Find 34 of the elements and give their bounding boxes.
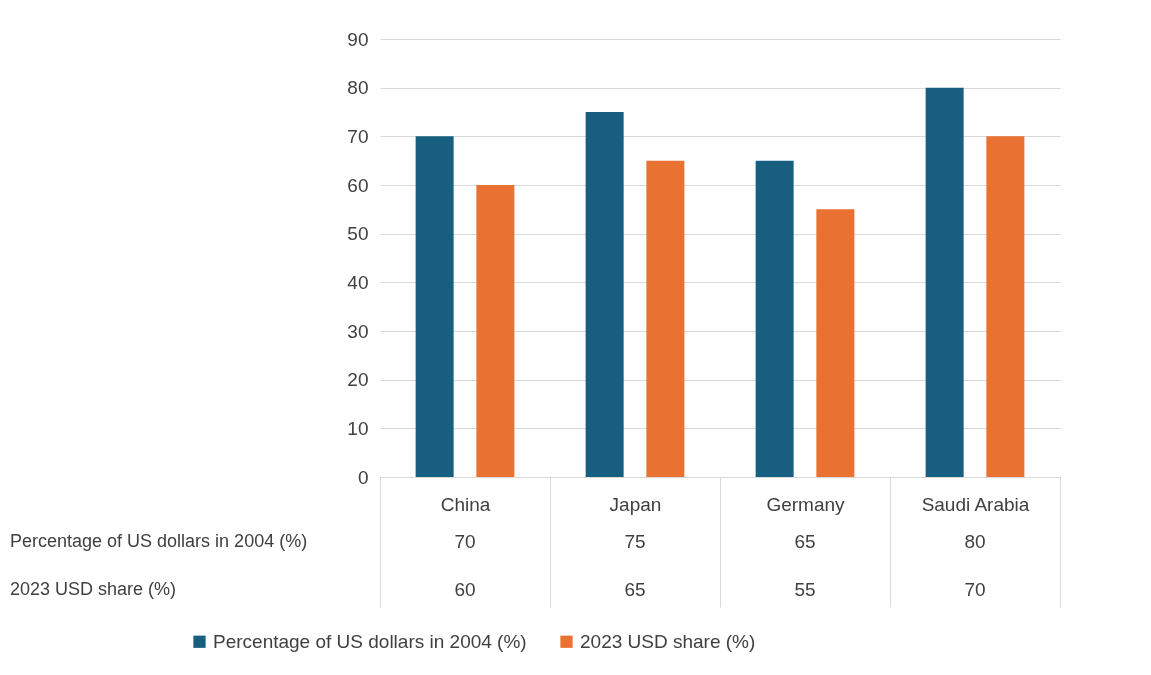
bar bbox=[986, 136, 1025, 477]
data-label: 70 bbox=[454, 531, 476, 552]
data-label: 80 bbox=[964, 531, 986, 552]
y-tick-label: 60 bbox=[347, 174, 369, 196]
y-tick-label: 30 bbox=[347, 320, 369, 342]
y-tick-label: 20 bbox=[347, 369, 369, 391]
text: Percentage of US dollars in 2004 (%) bbox=[10, 531, 308, 551]
bar bbox=[925, 87, 964, 477]
bar bbox=[816, 209, 855, 477]
bar bbox=[646, 160, 685, 477]
data-label: 55 bbox=[794, 579, 816, 600]
y-tick-label: 90 bbox=[347, 28, 369, 50]
x-tick-label: Saudi Arabia bbox=[921, 493, 1030, 515]
bar bbox=[415, 136, 454, 477]
data-label: 65 bbox=[794, 531, 816, 552]
bar bbox=[585, 112, 624, 477]
text: 2023 USD share (%) bbox=[10, 579, 177, 599]
y-tick-label: 40 bbox=[347, 271, 369, 293]
y-tick-label: 50 bbox=[347, 223, 369, 245]
legend-label: 2023 USD share (%) bbox=[580, 630, 756, 652]
y-tick-label: 70 bbox=[347, 125, 369, 147]
y-tick-label: 80 bbox=[347, 77, 369, 99]
data-label: 75 bbox=[624, 531, 646, 552]
data-label: 65 bbox=[624, 579, 646, 600]
legend-label: Percentage of US dollars in 2004 (%) bbox=[213, 630, 527, 652]
y-tick-label: 0 bbox=[357, 466, 369, 488]
data-label: 60 bbox=[454, 579, 476, 600]
data-label: 70 bbox=[964, 579, 986, 600]
y-tick-label: 10 bbox=[347, 417, 369, 439]
bar bbox=[755, 160, 794, 477]
x-tick-label: Japan bbox=[609, 493, 662, 515]
x-tick-label: China bbox=[440, 493, 491, 515]
bar bbox=[476, 185, 515, 477]
x-tick-label: Germany bbox=[766, 493, 846, 515]
